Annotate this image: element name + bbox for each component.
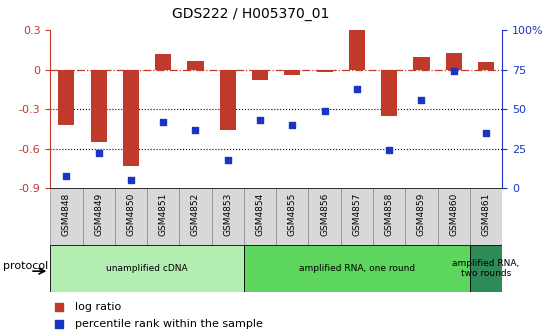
Bar	[90, 70, 107, 142]
Point	[449, 69, 458, 74]
Bar	[211, 188, 244, 245]
Point	[62, 173, 71, 178]
Bar	[50, 188, 83, 245]
Bar	[284, 70, 300, 75]
Text: amplified RNA, one round: amplified RNA, one round	[299, 264, 415, 273]
Text: GDS222 / H005370_01: GDS222 / H005370_01	[172, 7, 330, 21]
Bar	[381, 70, 397, 116]
Point	[127, 178, 136, 183]
Text: GSM4852: GSM4852	[191, 193, 200, 236]
Text: GSM4850: GSM4850	[127, 193, 136, 236]
Bar	[316, 70, 333, 72]
Text: GSM4859: GSM4859	[417, 193, 426, 236]
Text: GSM4860: GSM4860	[449, 193, 458, 236]
Text: GSM4851: GSM4851	[158, 193, 168, 236]
Text: GSM4853: GSM4853	[223, 193, 232, 236]
Bar	[446, 53, 462, 70]
Bar	[470, 245, 502, 292]
Point	[94, 151, 103, 156]
Bar	[244, 245, 470, 292]
Text: GSM4854: GSM4854	[256, 193, 264, 236]
Bar	[341, 188, 373, 245]
Point	[385, 148, 394, 153]
Point	[158, 119, 167, 125]
Text: GSM4858: GSM4858	[384, 193, 394, 236]
Bar	[179, 188, 211, 245]
Point	[256, 118, 264, 123]
Bar	[147, 188, 179, 245]
Point	[55, 322, 64, 327]
Bar	[155, 54, 171, 70]
Text: GSM4856: GSM4856	[320, 193, 329, 236]
Bar	[115, 188, 147, 245]
Point	[320, 108, 329, 114]
Bar	[349, 30, 365, 70]
Bar	[252, 70, 268, 80]
Text: GSM4848: GSM4848	[62, 193, 71, 236]
Text: percentile rank within the sample: percentile rank within the sample	[75, 319, 263, 329]
Bar	[413, 56, 430, 70]
Point	[55, 305, 64, 310]
Bar	[244, 188, 276, 245]
Text: amplified RNA,
two rounds: amplified RNA, two rounds	[453, 259, 519, 279]
Text: GSM4855: GSM4855	[288, 193, 297, 236]
Text: GSM4849: GSM4849	[94, 193, 103, 236]
Point	[482, 130, 490, 136]
Point	[417, 97, 426, 102]
Text: protocol: protocol	[3, 261, 48, 271]
Bar	[309, 188, 341, 245]
Bar	[405, 188, 437, 245]
Bar	[276, 188, 309, 245]
Bar	[123, 70, 139, 166]
Bar	[58, 70, 74, 125]
Text: GSM4857: GSM4857	[353, 193, 362, 236]
Bar	[373, 188, 405, 245]
Bar	[50, 245, 244, 292]
Bar	[187, 60, 204, 70]
Bar	[83, 188, 115, 245]
Bar	[220, 70, 236, 130]
Point	[223, 157, 232, 162]
Text: unamplified cDNA: unamplified cDNA	[106, 264, 188, 273]
Text: log ratio: log ratio	[75, 302, 121, 312]
Bar	[478, 62, 494, 70]
Point	[288, 122, 297, 128]
Bar	[470, 188, 502, 245]
Text: GSM4861: GSM4861	[482, 193, 490, 236]
Bar	[437, 188, 470, 245]
Point	[353, 86, 362, 91]
Point	[191, 127, 200, 132]
